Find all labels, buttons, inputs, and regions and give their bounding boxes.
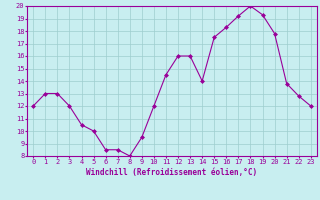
X-axis label: Windchill (Refroidissement éolien,°C): Windchill (Refroidissement éolien,°C) [86, 168, 258, 177]
